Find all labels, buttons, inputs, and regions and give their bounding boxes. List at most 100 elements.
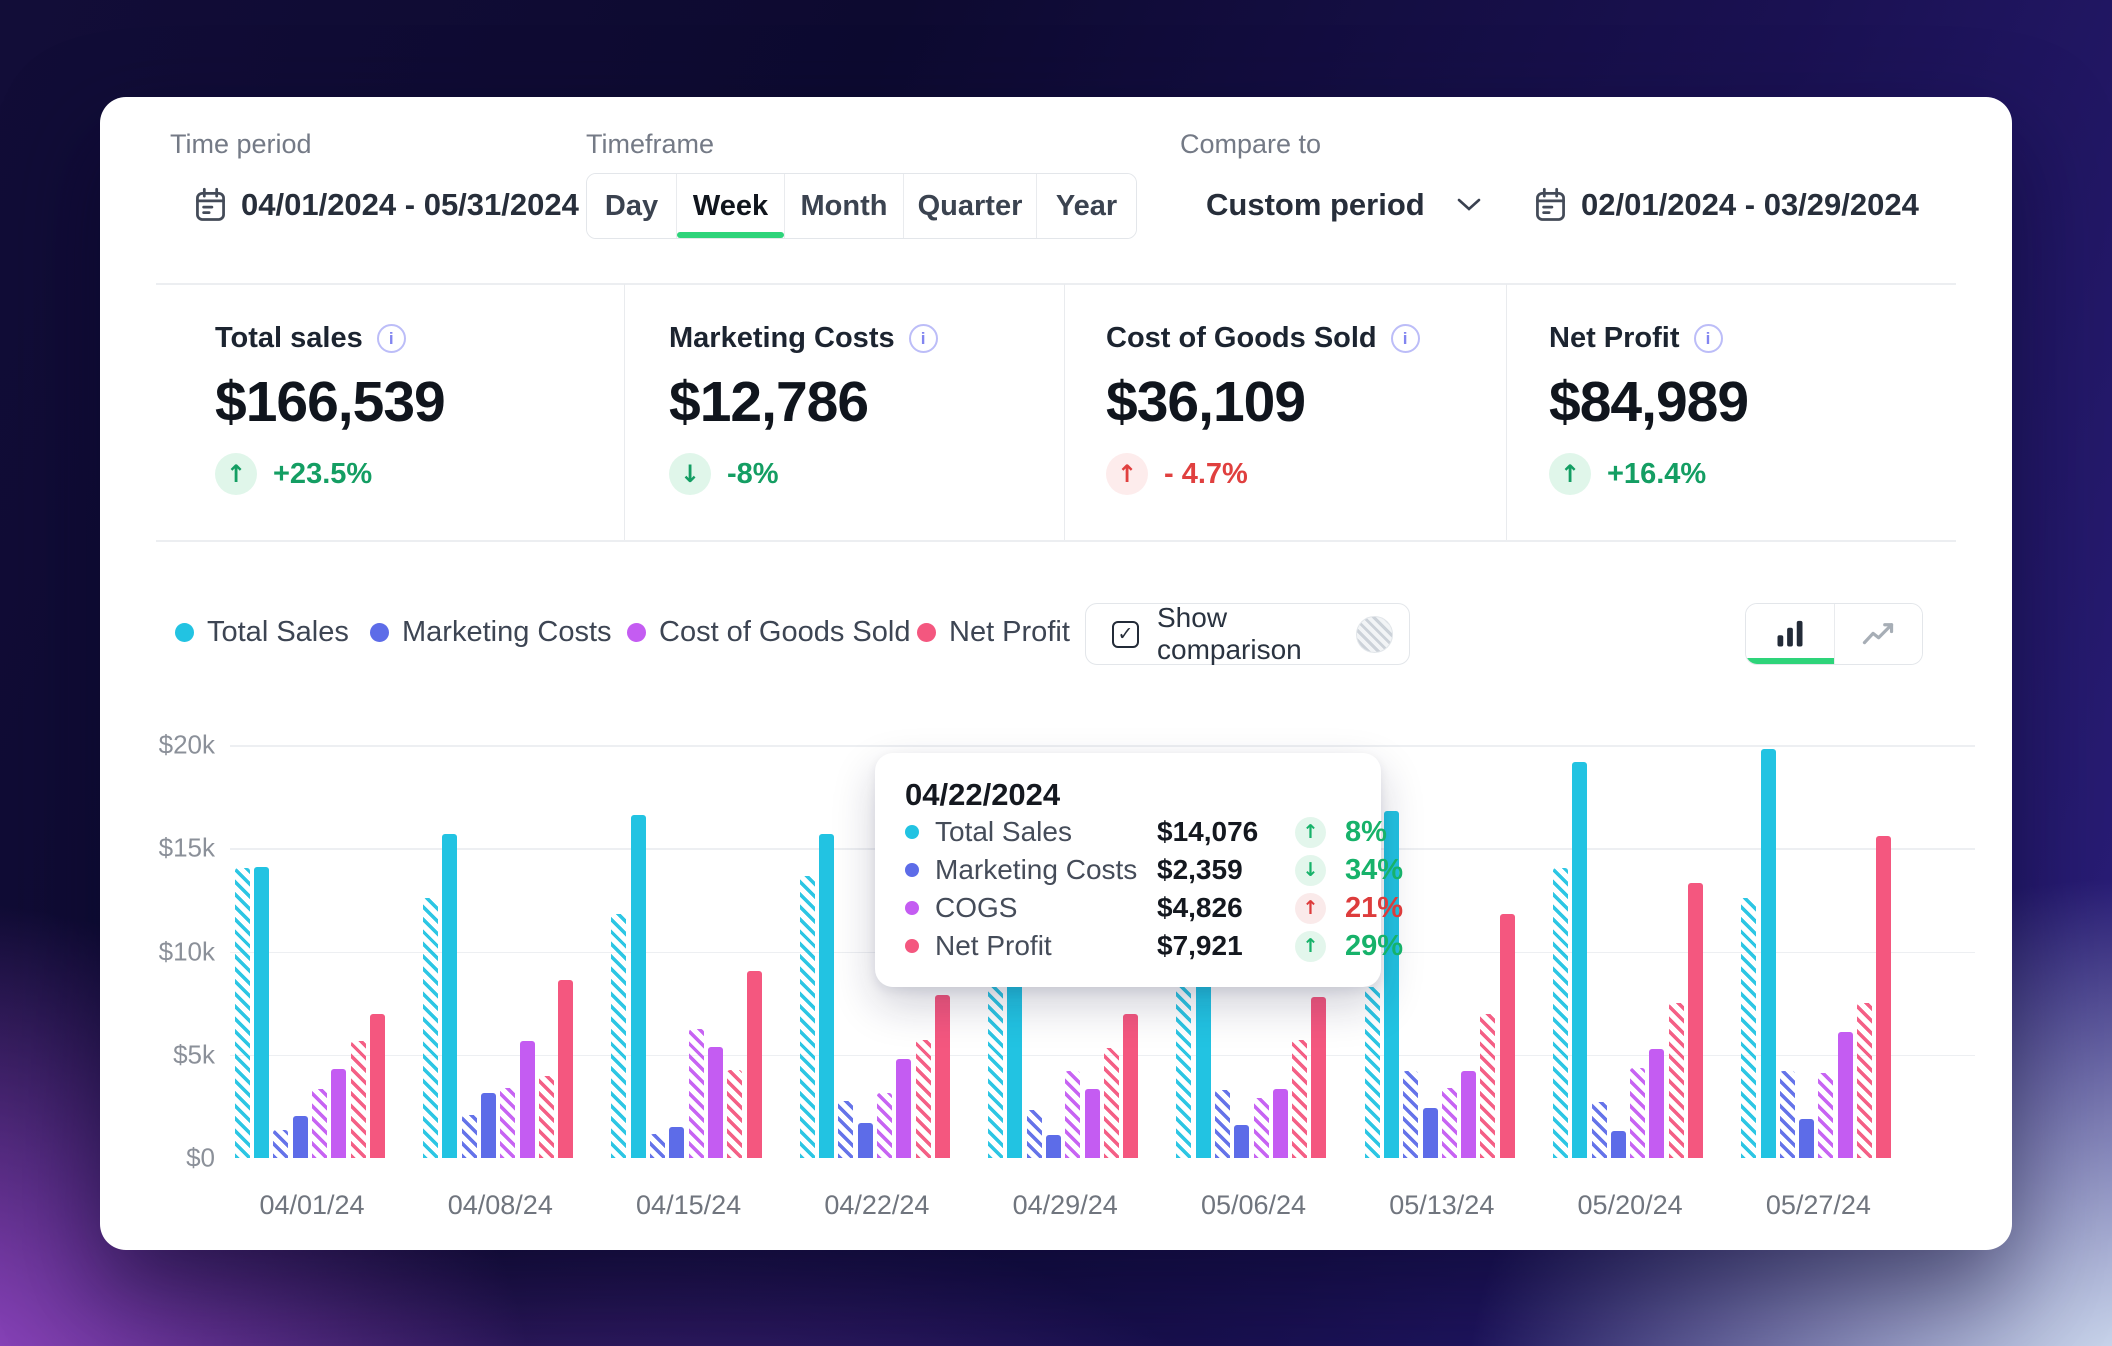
tooltip-row-total-sales: Total Sales $14,076 ↑ 8%: [905, 813, 1387, 851]
bar-total-sales-current-2[interactable]: [630, 815, 646, 1158]
tooltip-series-label: Marketing Costs: [935, 854, 1138, 885]
compare-period-picker[interactable]: 02/01/2024 - 03/29/2024: [1534, 187, 1919, 223]
bar-total-sales-comparison-7[interactable]: [1552, 867, 1568, 1158]
bar-marketing-costs-comparison-4[interactable]: [1026, 1109, 1042, 1158]
bar-cost-of-goods-sold-current-7[interactable]: [1649, 1048, 1665, 1158]
bar-total-sales-comparison-2[interactable]: [611, 914, 627, 1158]
bar-total-sales-current-6[interactable]: [1383, 811, 1399, 1158]
bar-net-profit-comparison-0[interactable]: [350, 1041, 366, 1158]
bar-marketing-costs-comparison-0[interactable]: [273, 1130, 289, 1158]
bar-marketing-costs-current-5[interactable]: [1234, 1125, 1250, 1158]
info-icon[interactable]: i: [1390, 324, 1420, 353]
info-icon[interactable]: i: [376, 324, 406, 353]
bar-cost-of-goods-sold-current-6[interactable]: [1461, 1071, 1477, 1158]
bar-marketing-costs-current-6[interactable]: [1422, 1108, 1438, 1158]
bar-marketing-costs-comparison-1[interactable]: [461, 1114, 477, 1158]
bar-total-sales-comparison-8[interactable]: [1741, 897, 1757, 1158]
bar-total-sales-comparison-6[interactable]: [1364, 986, 1380, 1158]
bar-marketing-costs-current-2[interactable]: [669, 1127, 685, 1158]
bar-marketing-costs-current-1[interactable]: [481, 1093, 496, 1158]
bar-marketing-costs-current-3[interactable]: [857, 1122, 873, 1158]
info-icon[interactable]: i: [1693, 324, 1723, 353]
bar-cost-of-goods-sold-current-2[interactable]: [707, 1046, 723, 1158]
tab-quarter[interactable]: Quarter: [904, 174, 1037, 238]
bar-net-profit-current-3[interactable]: [934, 994, 950, 1158]
bar-cost-of-goods-sold-comparison-0[interactable]: [312, 1088, 327, 1158]
time-period-picker[interactable]: 04/01/2024 - 05/31/2024: [194, 187, 579, 223]
bar-cost-of-goods-sold-current-5[interactable]: [1272, 1088, 1288, 1158]
bar-cost-of-goods-sold-comparison-5[interactable]: [1253, 1098, 1269, 1158]
bar-net-profit-comparison-2[interactable]: [727, 1070, 743, 1158]
show-comparison-control[interactable]: ✓ Show comparison: [1085, 602, 1410, 665]
bar-cost-of-goods-sold-current-0[interactable]: [331, 1069, 347, 1158]
tooltip-series-percent: 34%: [1345, 853, 1404, 886]
kpi-delta-value: +23.5%: [273, 457, 373, 490]
bar-net-profit-current-6[interactable]: [1499, 914, 1515, 1158]
legend-item-cost-of-goods-sold[interactable]: Cost of Goods Sold: [627, 609, 910, 655]
tab-week[interactable]: Week: [677, 174, 785, 238]
kpi-title: Cost of Goods Sold i: [1106, 322, 1506, 355]
bar-cost-of-goods-sold-comparison-2[interactable]: [688, 1028, 704, 1158]
bar-net-profit-current-4[interactable]: [1123, 1013, 1139, 1158]
bar-marketing-costs-current-0[interactable]: [292, 1115, 308, 1158]
tooltip-series-dot: [905, 939, 919, 953]
bar-net-profit-comparison-7[interactable]: [1668, 1003, 1684, 1158]
bar-net-profit-comparison-5[interactable]: [1292, 1040, 1308, 1158]
bar-net-profit-current-1[interactable]: [558, 980, 574, 1158]
legend-item-marketing-costs[interactable]: Marketing Costs: [370, 609, 612, 655]
bar-total-sales-current-3[interactable]: [819, 833, 834, 1158]
compare-mode-dropdown[interactable]: Custom period: [1206, 187, 1481, 223]
bar-net-profit-comparison-6[interactable]: [1480, 1013, 1496, 1158]
bar-total-sales-comparison-3[interactable]: [799, 876, 815, 1158]
bar-cost-of-goods-sold-current-8[interactable]: [1837, 1032, 1853, 1158]
tab-year[interactable]: Year: [1037, 174, 1136, 238]
bar-cost-of-goods-sold-comparison-8[interactable]: [1818, 1073, 1834, 1158]
bar-cost-of-goods-sold-comparison-6[interactable]: [1441, 1087, 1457, 1158]
bar-cost-of-goods-sold-current-4[interactable]: [1084, 1088, 1100, 1158]
arrow-up-icon: ↑: [1295, 930, 1326, 962]
bar-cost-of-goods-sold-current-1[interactable]: [519, 1041, 535, 1158]
bar-total-sales-current-1[interactable]: [442, 833, 458, 1158]
bar-net-profit-current-2[interactable]: [746, 971, 762, 1158]
bar-cost-of-goods-sold-current-3[interactable]: [896, 1058, 912, 1158]
bar-total-sales-comparison-4[interactable]: [988, 941, 1003, 1158]
bar-marketing-costs-comparison-7[interactable]: [1591, 1102, 1607, 1158]
bar-chart-toggle-button[interactable]: [1746, 604, 1835, 664]
bar-net-profit-current-8[interactable]: [1876, 835, 1892, 1158]
bar-marketing-costs-comparison-3[interactable]: [838, 1101, 854, 1158]
bar-marketing-costs-current-8[interactable]: [1799, 1118, 1815, 1158]
bar-net-profit-current-0[interactable]: [369, 1013, 385, 1158]
line-chart-toggle-button[interactable]: [1834, 604, 1922, 664]
bar-total-sales-current-0[interactable]: [254, 866, 270, 1158]
legend-item-total-sales[interactable]: Total Sales: [175, 609, 349, 655]
bar-marketing-costs-current-7[interactable]: [1610, 1131, 1626, 1158]
tab-day[interactable]: Day: [587, 174, 677, 238]
tab-month[interactable]: Month: [785, 174, 904, 238]
divider: [156, 283, 1956, 285]
bar-net-profit-comparison-4[interactable]: [1103, 1047, 1119, 1158]
bar-net-profit-current-7[interactable]: [1688, 883, 1703, 1158]
show-comparison-checkbox[interactable]: ✓: [1112, 620, 1139, 648]
bar-marketing-costs-comparison-8[interactable]: [1779, 1071, 1795, 1158]
y-tick-label: $15k: [158, 832, 215, 863]
bar-total-sales-current-7[interactable]: [1572, 761, 1588, 1158]
tooltip-series-label: Net Profit: [935, 930, 1052, 961]
bar-cost-of-goods-sold-comparison-4[interactable]: [1065, 1071, 1081, 1158]
info-icon[interactable]: i: [908, 324, 938, 353]
bar-marketing-costs-current-4[interactable]: [1045, 1135, 1061, 1158]
legend-item-net-profit[interactable]: Net Profit: [917, 609, 1070, 655]
kpi-card-total-sales: Total sales i $166,539 ↑ +23.5%: [100, 284, 624, 540]
bar-marketing-costs-comparison-6[interactable]: [1403, 1071, 1419, 1158]
bar-cost-of-goods-sold-comparison-7[interactable]: [1630, 1068, 1646, 1158]
bar-marketing-costs-comparison-2[interactable]: [650, 1134, 665, 1158]
bar-cost-of-goods-sold-comparison-3[interactable]: [876, 1093, 892, 1158]
bar-total-sales-comparison-0[interactable]: [234, 867, 250, 1158]
bar-marketing-costs-comparison-5[interactable]: [1214, 1089, 1230, 1158]
bar-net-profit-current-5[interactable]: [1311, 996, 1327, 1158]
bar-net-profit-comparison-3[interactable]: [915, 1040, 931, 1158]
bar-net-profit-comparison-1[interactable]: [538, 1076, 554, 1158]
bar-cost-of-goods-sold-comparison-1[interactable]: [500, 1087, 516, 1158]
bar-net-profit-comparison-8[interactable]: [1857, 1003, 1872, 1158]
bar-total-sales-current-8[interactable]: [1760, 749, 1776, 1158]
bar-total-sales-comparison-1[interactable]: [423, 897, 439, 1158]
